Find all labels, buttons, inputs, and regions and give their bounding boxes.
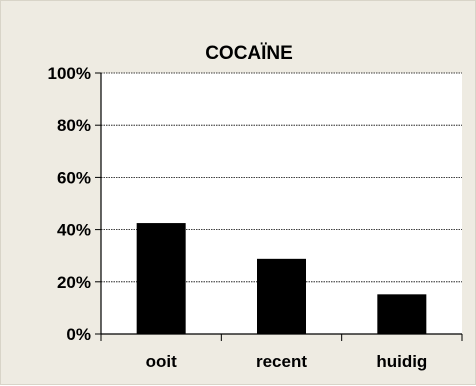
bar-recent: [257, 258, 306, 334]
x-axis-ticks: ooit recent huidig: [146, 352, 428, 371]
chart-title: COCAÏNE: [205, 43, 293, 64]
y-tick-label: 80%: [57, 116, 91, 135]
x-tick-label: recent: [256, 352, 307, 371]
bars: [136, 223, 427, 334]
axes: [95, 72, 463, 341]
y-tick-label: 0%: [66, 325, 91, 344]
y-axis-ticks: 0% 20% 40% 60% 80% 100%: [48, 64, 91, 344]
y-tick-label: 40%: [57, 221, 91, 240]
x-tick-label: ooit: [146, 352, 177, 371]
y-tick-label: 100%: [48, 64, 91, 83]
y-tick-label: 60%: [57, 168, 91, 187]
bar-ooit: [136, 223, 186, 334]
x-tick-label: huidig: [376, 352, 427, 371]
y-tick-label: 20%: [57, 273, 91, 292]
bar-huidig: [377, 294, 427, 334]
